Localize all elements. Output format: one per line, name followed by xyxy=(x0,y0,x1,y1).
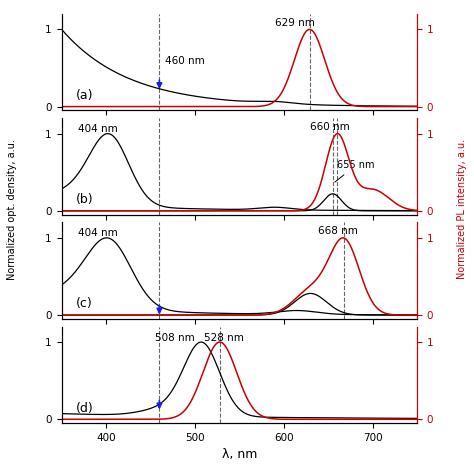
Text: (c): (c) xyxy=(76,297,92,310)
Text: Normalized PL intensity, a.u.: Normalized PL intensity, a.u. xyxy=(457,139,467,279)
Text: 655 nm: 655 nm xyxy=(335,160,374,182)
Text: Normalized opt. density, a.u.: Normalized opt. density, a.u. xyxy=(7,139,17,279)
Text: 404 nm: 404 nm xyxy=(78,228,118,238)
Text: 668 nm: 668 nm xyxy=(318,226,357,236)
Text: 660 nm: 660 nm xyxy=(310,122,350,132)
Text: 629 nm: 629 nm xyxy=(275,18,315,27)
Text: 460 nm: 460 nm xyxy=(165,56,204,66)
X-axis label: λ, nm: λ, nm xyxy=(222,448,257,461)
Text: 404 nm: 404 nm xyxy=(78,124,118,134)
Text: (d): (d) xyxy=(76,402,93,415)
Text: 508 nm: 508 nm xyxy=(155,332,195,343)
Text: 528 nm: 528 nm xyxy=(204,332,244,343)
Text: (b): (b) xyxy=(76,193,93,206)
Text: (a): (a) xyxy=(76,89,93,102)
